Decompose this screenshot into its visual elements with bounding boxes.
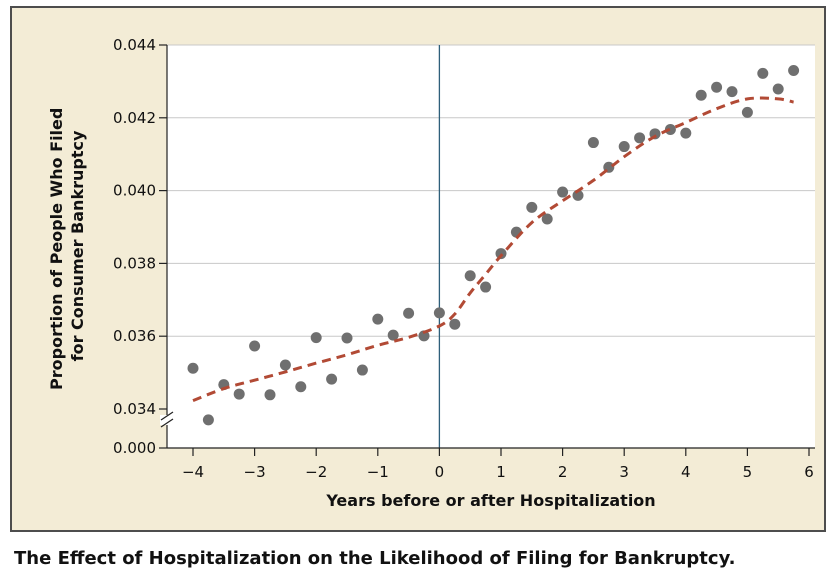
data-point: [572, 189, 584, 201]
data-point: [310, 332, 322, 344]
data-point: [264, 389, 276, 401]
data-point: [433, 307, 445, 319]
y-axis-title: Proportion of People Who Filed for Consu…: [47, 102, 87, 390]
x-axis-ticks: −4 −3 −2 −1 0 1 2 3 4 5 6: [182, 448, 814, 481]
data-point: [634, 132, 646, 144]
data-point: [356, 364, 368, 376]
data-point: [726, 86, 738, 98]
y-axis-ticks: 0.034 0.036 0.038 0.040 0.042 0.044 0.000: [113, 36, 167, 457]
data-point: [757, 67, 769, 79]
data-point: [680, 127, 692, 139]
data-point: [711, 81, 723, 93]
data-point: [341, 332, 353, 344]
y-tick-label: 0.038: [113, 254, 156, 272]
data-point: [202, 414, 214, 426]
y-tick-label: 0.034: [113, 400, 156, 418]
grid-lines: [167, 44, 815, 337]
data-point: [403, 307, 415, 319]
data-point: [526, 201, 538, 213]
data-point: [372, 313, 384, 325]
trend-line: [192, 96, 794, 402]
data-point: [587, 137, 599, 149]
data-point: [557, 186, 569, 198]
x-tick-label: 0: [435, 463, 445, 481]
data-point: [418, 330, 430, 342]
data-point: [387, 329, 399, 341]
x-tick-label: 5: [743, 463, 753, 481]
x-tick-label: −3: [244, 463, 266, 481]
data-point: [187, 362, 199, 374]
data-point: [541, 213, 553, 225]
data-point: [618, 141, 630, 153]
figure-caption: The Effect of Hospitalization on the Lik…: [14, 548, 736, 569]
y-tick-label: 0.042: [113, 109, 156, 127]
x-tick-label: 4: [681, 463, 691, 481]
data-point: [788, 64, 800, 76]
x-tick-label: 3: [619, 463, 629, 481]
data-point: [279, 359, 291, 371]
data-point: [326, 373, 338, 385]
x-tick-label: −1: [367, 463, 389, 481]
x-axis-title: Years before or after Hospitalization: [325, 491, 655, 510]
figure-panel: 0.034 0.036 0.038 0.040 0.042 0.044 0.000 −4 −3…: [10, 6, 826, 532]
y-axis-title-line-2: for Consumer Bankruptcy: [68, 130, 87, 361]
plot-background: [167, 45, 815, 448]
y-tick-label-break: 0.000: [113, 439, 156, 457]
y-tick-label: 0.036: [113, 327, 156, 345]
x-tick-label: 6: [804, 463, 814, 481]
y-tick-label: 0.040: [113, 182, 156, 200]
x-tick-label: −2: [305, 463, 327, 481]
y-axis-title-line-1: Proportion of People Who Filed: [47, 108, 66, 390]
data-point: [695, 89, 707, 101]
y-tick-label: 0.044: [113, 36, 156, 54]
x-tick-label: −4: [182, 463, 204, 481]
data-point: [233, 388, 245, 400]
data-point: [480, 281, 492, 293]
data-point: [664, 123, 676, 135]
y-axis-break-marker: [160, 411, 174, 428]
data-point: [464, 270, 476, 282]
data-point: [449, 318, 461, 330]
data-point: [772, 83, 784, 95]
x-tick-label: 2: [558, 463, 568, 481]
x-tick-label: 1: [496, 463, 506, 481]
data-point: [741, 106, 753, 118]
data-point: [249, 340, 261, 352]
chart: 0.034 0.036 0.038 0.040 0.042 0.044 0.000 −4 −3…: [47, 36, 815, 510]
data-point: [295, 381, 307, 393]
